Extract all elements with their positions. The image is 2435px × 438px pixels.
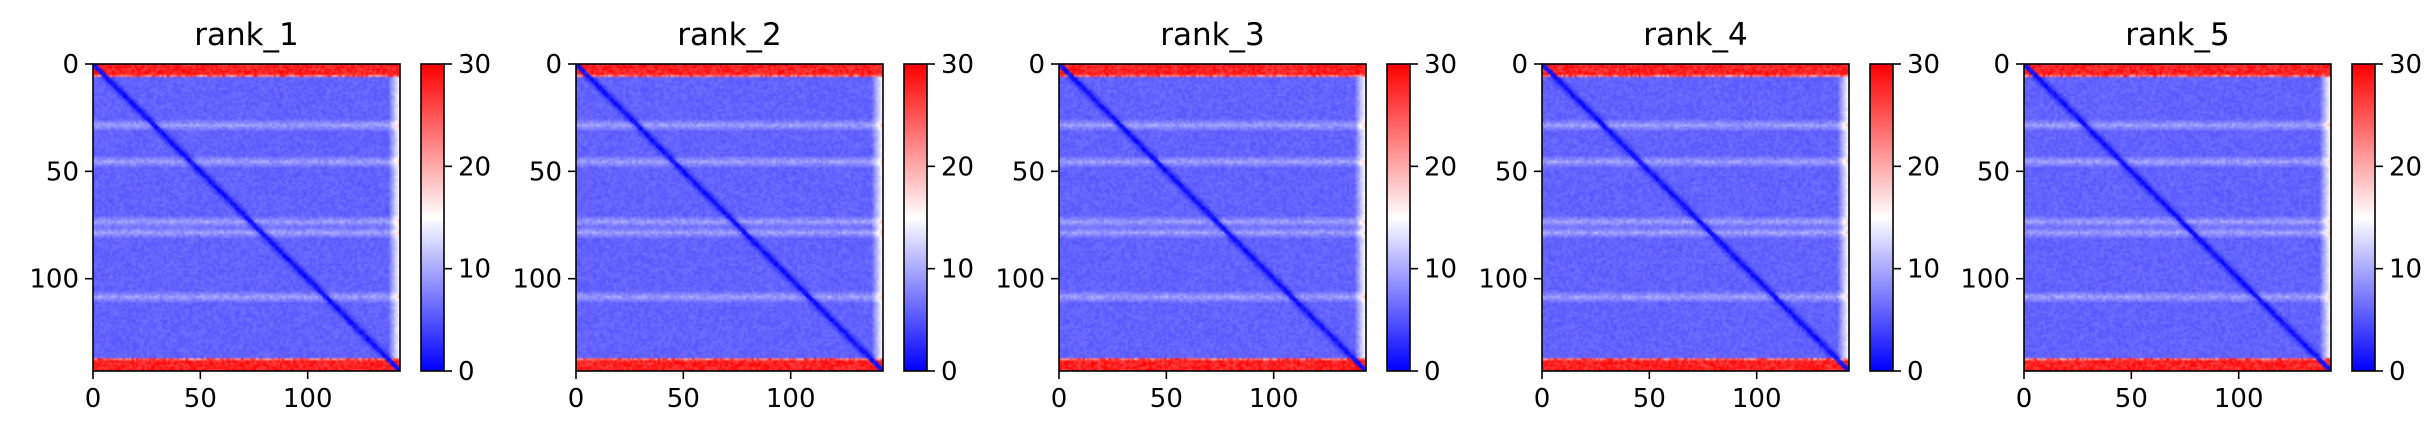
heatmap-panel-1: rank_1 0 50 100 0 50 100 0 10 20 30 — [29, 17, 491, 414]
y-tick-label: 100 — [995, 265, 1045, 295]
colorbar-frame — [2351, 63, 2376, 372]
x-tick-label: 100 — [1732, 384, 1782, 414]
colorbar-frame — [1386, 63, 1411, 372]
heatmap-panel-4: rank_4 0 50 100 0 50 100 0 10 20 30 — [1478, 17, 1940, 414]
panel-title: rank_4 — [1643, 17, 1748, 53]
colorbar-tick-label: 0 — [1424, 357, 1441, 387]
y-tick-label: 0 — [1511, 50, 1528, 80]
colorbar-tick-label: 10 — [458, 255, 491, 285]
colorbar-tick-label: 10 — [1424, 255, 1457, 285]
heatmap-image — [93, 64, 400, 371]
colorbar-gradient — [421, 64, 444, 371]
colorbar-tick-label: 30 — [458, 50, 491, 80]
colorbar-gradient — [1387, 64, 1410, 371]
colorbar-tick-label: 20 — [1424, 152, 1457, 182]
axes-frame — [1541, 63, 1850, 372]
x-tick-label: 100 — [1249, 384, 1299, 414]
heatmap-panel-5: rank_5 0 50 100 0 50 100 0 10 20 30 — [1960, 17, 2422, 414]
colorbar-tick-label: 20 — [458, 152, 491, 182]
axes-frame — [2023, 63, 2332, 372]
x-tick-label: 50 — [667, 384, 700, 414]
panel-title: rank_1 — [194, 17, 299, 53]
panel-title: rank_5 — [2125, 17, 2230, 53]
colorbar-tick-label: 30 — [1907, 50, 1940, 80]
y-tick-label: 50 — [529, 157, 562, 187]
heatmap-image — [576, 64, 883, 371]
x-tick-label: 50 — [2115, 384, 2148, 414]
axes-frame — [575, 63, 884, 372]
colorbar-gradient — [1870, 64, 1893, 371]
colorbar-tick-label: 30 — [2389, 50, 2422, 80]
y-tick-label: 100 — [29, 265, 79, 295]
heatmap-image — [1542, 64, 1849, 371]
colorbar-tick-label: 10 — [1907, 255, 1940, 285]
y-tick-label: 0 — [545, 50, 562, 80]
y-tick-label: 100 — [512, 265, 562, 295]
y-tick-label: 50 — [1012, 157, 1045, 187]
panel-title: rank_3 — [1160, 17, 1265, 53]
heatmap-image — [2024, 64, 2331, 371]
x-tick-label: 50 — [1150, 384, 1183, 414]
heatmap-panel-3: rank_3 0 50 100 0 50 100 0 10 20 30 — [995, 17, 1457, 414]
colorbar-frame — [420, 63, 445, 372]
y-tick-label: 50 — [46, 157, 79, 187]
colorbar-gradient — [2352, 64, 2375, 371]
colorbar-tick-label: 20 — [2389, 152, 2422, 182]
x-tick-label: 0 — [2016, 384, 2033, 414]
y-tick-label: 0 — [62, 50, 79, 80]
x-tick-label: 100 — [283, 384, 333, 414]
x-tick-label: 50 — [184, 384, 217, 414]
x-tick-label: 0 — [1534, 384, 1551, 414]
heatmap-image — [1059, 64, 1366, 371]
x-tick-label: 0 — [85, 384, 102, 414]
colorbar-tick-label: 0 — [1907, 357, 1924, 387]
axes-frame — [1058, 63, 1367, 372]
y-tick-label: 100 — [1478, 265, 1528, 295]
colorbar-tick-label: 20 — [1907, 152, 1940, 182]
x-tick-label: 0 — [568, 384, 585, 414]
x-tick-label: 50 — [1633, 384, 1666, 414]
colorbar-tick-label: 30 — [941, 50, 974, 80]
colorbar-tick-label: 20 — [941, 152, 974, 182]
x-tick-label: 0 — [1051, 384, 1068, 414]
colorbar-gradient — [904, 64, 927, 371]
y-tick-label: 0 — [1028, 50, 1045, 80]
colorbar-tick-label: 0 — [941, 357, 958, 387]
y-tick-label: 100 — [1960, 265, 2010, 295]
x-tick-label: 100 — [766, 384, 816, 414]
colorbar-tick-label: 0 — [2389, 357, 2406, 387]
colorbar-tick-label: 30 — [1424, 50, 1457, 80]
colorbar-tick-label: 0 — [458, 357, 475, 387]
y-tick-label: 50 — [1977, 157, 2010, 187]
heatmap-panel-2: rank_2 0 50 100 0 50 100 0 10 20 30 — [512, 17, 974, 414]
y-tick-label: 0 — [1993, 50, 2010, 80]
colorbar-frame — [1869, 63, 1894, 372]
panel-title: rank_2 — [677, 17, 782, 53]
y-tick-label: 50 — [1495, 157, 1528, 187]
colorbar-tick-label: 10 — [2389, 255, 2422, 285]
axes-frame — [92, 63, 401, 372]
x-tick-label: 100 — [2214, 384, 2264, 414]
colorbar-tick-label: 10 — [941, 255, 974, 285]
colorbar-frame — [903, 63, 928, 372]
